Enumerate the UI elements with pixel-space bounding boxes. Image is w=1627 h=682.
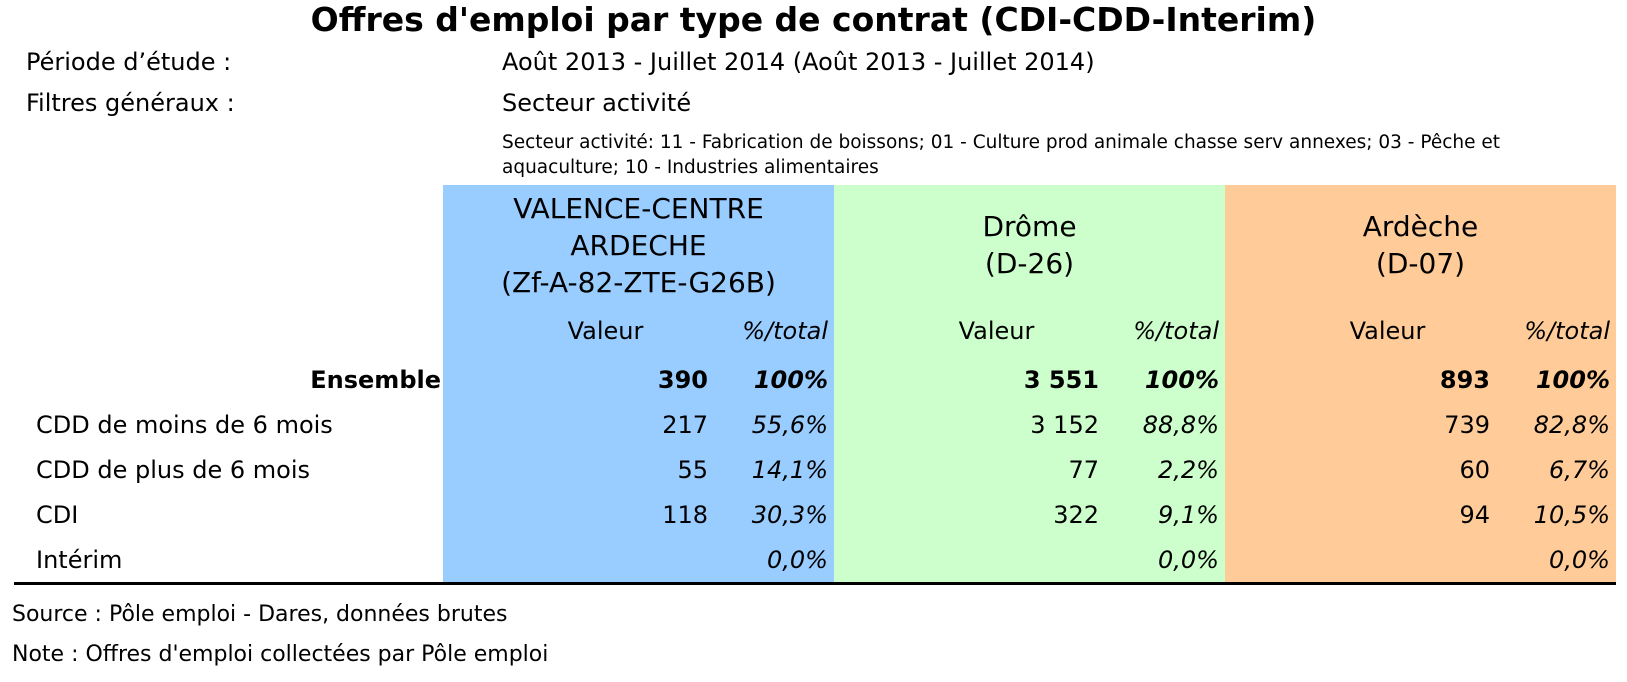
cell-value: 739	[1444, 410, 1490, 439]
row-label: CDD de moins de 6 mois	[36, 410, 333, 439]
pct-header: %/total	[742, 317, 828, 345]
pct-header: %/total	[1524, 317, 1610, 345]
cell-pct: 6,7%	[1549, 455, 1610, 484]
periode-label: Période d’étude :	[26, 48, 232, 76]
total-value: 390	[657, 365, 708, 394]
cell-value: 55	[677, 455, 708, 484]
valeur-header: Valeur	[958, 317, 1035, 345]
cell-value: 322	[1053, 500, 1099, 529]
row-label: Intérim	[14, 537, 443, 585]
cell-pct: 10,5%	[1533, 500, 1610, 529]
filtres-detail: Secteur activité: 11 - Fabrication de bo…	[502, 132, 1501, 178]
cell-pct: 82,8%	[1533, 410, 1610, 439]
filtres-label: Filtres généraux :	[26, 89, 235, 117]
cell-value: 118	[662, 500, 708, 529]
collection-note: Note : Offres d'emploi collectées par Pô…	[12, 642, 549, 667]
row-label: CDD de plus de 6 mois	[36, 455, 310, 484]
cell-value: 94	[1459, 500, 1490, 529]
region-header-valence: VALENCE-CENTRE ARDECHE (Zf-A-82-ZTE-G26B)	[443, 185, 834, 305]
cell-pct: 55,6%	[751, 410, 828, 439]
cell-pct: 14,1%	[751, 455, 828, 484]
corner-cell	[14, 185, 443, 305]
pct-header: %/total	[1133, 317, 1219, 345]
subheader-row: Valeur %/total Valeur %/total Valeur %/tota…	[14, 305, 1616, 357]
region-header-drome: Drôme (D-26)	[834, 185, 1225, 305]
region-header-ardeche: Ardèche (D-07)	[1225, 185, 1616, 305]
total-pct: 100%	[1144, 365, 1219, 394]
total-row: Ensemble 390 100% 3 551 100% 893 100%	[14, 357, 1616, 402]
cell-value: 217	[662, 410, 708, 439]
valeur-header: Valeur	[1349, 317, 1426, 345]
contract-table: VALENCE-CENTRE ARDECHE (Zf-A-82-ZTE-G26B) …	[14, 185, 1616, 585]
cell-pct: 0,0%	[767, 545, 828, 574]
cell-pct: 0,0%	[1549, 545, 1610, 574]
table-row: CDD de moins de 6 mois 217 55,6% 3 152 88,…	[14, 402, 1616, 447]
subheader-empty	[14, 305, 443, 357]
cell-pct: 88,8%	[1142, 410, 1219, 439]
cell-value: 60	[1459, 455, 1490, 484]
table-row: Intérim 0,0% 0,0% 0,0%	[14, 537, 1616, 585]
source-note: Source : Pôle emploi - Dares, données br…	[12, 602, 508, 627]
total-label: Ensemble	[310, 365, 441, 394]
table-row: CDD de plus de 6 mois 55 14,1% 77 2,2% 60 6…	[14, 447, 1616, 492]
periode-value: Août 2013 - Juillet 2014 (Août 2013 - Ju…	[502, 48, 1095, 76]
page-title: Offres d'emploi par type de contrat (CDI…	[310, 0, 1317, 39]
total-value: 893	[1439, 365, 1490, 394]
cell-pct: 9,1%	[1158, 500, 1219, 529]
row-label: CDI	[36, 500, 79, 529]
cell-value: 3 152	[1030, 410, 1099, 439]
cell-value: 77	[1068, 455, 1099, 484]
total-pct: 100%	[753, 365, 828, 394]
total-pct: 100%	[1535, 365, 1610, 394]
cell-pct: 0,0%	[1158, 545, 1219, 574]
valeur-header: Valeur	[567, 317, 644, 345]
filtres-value: Secteur activité	[502, 89, 692, 117]
total-value: 3 551	[1023, 365, 1099, 394]
region-header-row: VALENCE-CENTRE ARDECHE (Zf-A-82-ZTE-G26B) …	[14, 185, 1616, 305]
cell-pct: 2,2%	[1158, 455, 1219, 484]
cell-pct: 30,3%	[751, 500, 828, 529]
table-row: CDI 118 30,3% 322 9,1% 94 10,5%	[14, 492, 1616, 537]
